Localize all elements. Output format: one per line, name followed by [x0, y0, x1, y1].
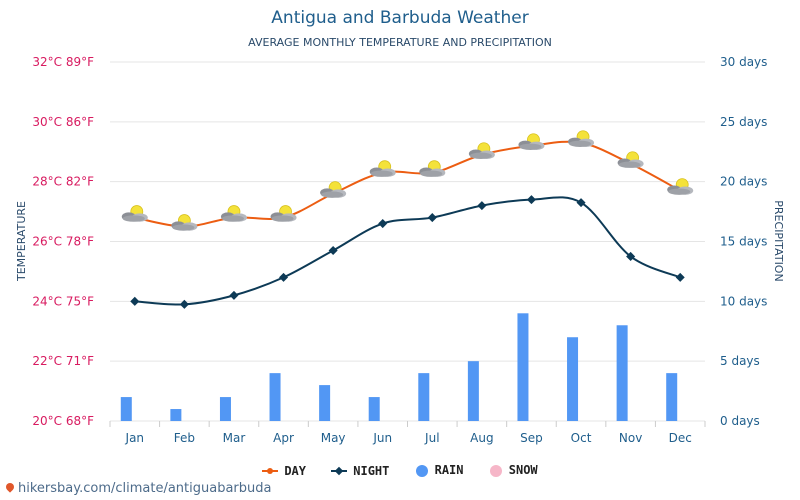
- left-tick-label: 32°C 89°F: [32, 55, 94, 69]
- rain-bar: [418, 373, 430, 421]
- legend-snow-label: SNOW: [508, 463, 538, 478]
- footer-link[interactable]: hikersbay.com/climate/antiguabarbuda: [4, 481, 272, 496]
- night-point: [477, 201, 487, 211]
- legend-day-label: DAY: [284, 463, 307, 478]
- left-tick-label: 20°C 68°F: [32, 414, 94, 428]
- right-tick-label: 5 days: [720, 354, 760, 368]
- legend-night-swatch: [331, 466, 348, 476]
- sun-cloud-icon: [419, 160, 446, 177]
- legend-snow-swatch: [489, 464, 502, 477]
- night-point: [378, 219, 388, 229]
- chart-legend: DAY NIGHT RAIN SNOW: [0, 463, 800, 478]
- right-tick-label: 20 days: [720, 175, 767, 189]
- cloud-sun-icon: [171, 214, 198, 231]
- legend-day-swatch: [262, 468, 279, 474]
- sun-cloud-icon: [468, 142, 495, 159]
- x-tick-label: Jan: [125, 431, 145, 445]
- rain-bar: [269, 373, 281, 421]
- night-point: [130, 296, 140, 306]
- sun-cloud-icon: [617, 151, 644, 168]
- night-point: [279, 272, 289, 282]
- right-axis-title: PRECIPITATION: [772, 200, 785, 281]
- rain-bar: [319, 385, 331, 421]
- legend-item-night[interactable]: NIGHT: [331, 464, 389, 478]
- left-tick-label: 26°C 78°F: [32, 235, 94, 249]
- chart-subtitle: AVERAGE MONTHLY TEMPERATURE AND PRECIPIT…: [248, 36, 552, 49]
- right-tick-label: 25 days: [720, 115, 767, 129]
- legend-night-label: NIGHT: [353, 463, 390, 478]
- night-series-line: [134, 196, 681, 306]
- night-point: [328, 245, 338, 256]
- sun-cloud-icon: [121, 205, 148, 222]
- cloud-sun-icon: [220, 205, 247, 222]
- sun-cloud-icon: [369, 160, 396, 177]
- night-point: [427, 213, 437, 223]
- x-tick-label: Sep: [520, 431, 543, 445]
- x-tick-label: Jun: [372, 431, 392, 445]
- rain-bar: [170, 409, 182, 421]
- x-tick-label: Feb: [174, 431, 195, 445]
- rain-bar: [666, 373, 678, 421]
- night-point: [526, 195, 536, 205]
- legend-rain-label: RAIN: [434, 463, 464, 478]
- right-tick-label: 30 days: [720, 55, 767, 69]
- night-point: [179, 299, 189, 309]
- sun-cloud-icon: [568, 130, 595, 147]
- rain-bar: [567, 337, 579, 421]
- left-tick-label: 24°C 75°F: [32, 294, 94, 308]
- x-tick-label: Aug: [470, 431, 493, 445]
- sun-cloud-icon: [270, 205, 297, 222]
- x-tick-label: Oct: [571, 431, 592, 445]
- sun-cloud-icon: [667, 178, 694, 195]
- chart-title: Antigua and Barbuda Weather: [271, 8, 529, 28]
- x-tick-label: Jul: [424, 431, 439, 445]
- left-tick-label: 28°C 82°F: [32, 175, 94, 189]
- location-pin-icon: [4, 481, 16, 493]
- legend-item-snow[interactable]: SNOW: [489, 463, 538, 478]
- sun-cloud-icon: [320, 181, 347, 198]
- rain-bar: [517, 313, 529, 421]
- day-series-line: [134, 140, 681, 228]
- x-tick-label: Mar: [223, 431, 246, 445]
- x-tick-label: Apr: [273, 431, 294, 445]
- legend-rain-swatch: [415, 464, 428, 477]
- x-tick-label: May: [321, 431, 346, 445]
- sun-cloud-icon: [518, 133, 545, 150]
- rain-bar: [219, 397, 231, 421]
- left-axis-title: TEMPERATURE: [15, 201, 28, 282]
- right-tick-label: 15 days: [720, 235, 767, 249]
- rain-bar: [120, 397, 132, 421]
- rain-bar: [368, 397, 380, 421]
- footer-url: hikersbay.com/climate/antiguabarbuda: [18, 481, 272, 496]
- legend-item-rain[interactable]: RAIN: [415, 463, 464, 478]
- rain-bar: [616, 325, 628, 421]
- night-point: [675, 272, 685, 282]
- left-tick-label: 30°C 86°F: [32, 115, 94, 129]
- x-tick-label: Dec: [669, 431, 692, 445]
- right-tick-label: 10 days: [720, 294, 767, 308]
- legend-item-day[interactable]: DAY: [262, 464, 306, 478]
- night-point: [229, 290, 239, 300]
- right-tick-label: 0 days: [720, 414, 760, 428]
- x-tick-label: Nov: [619, 431, 642, 445]
- rain-bar: [467, 361, 479, 421]
- left-tick-label: 22°C 71°F: [32, 354, 94, 368]
